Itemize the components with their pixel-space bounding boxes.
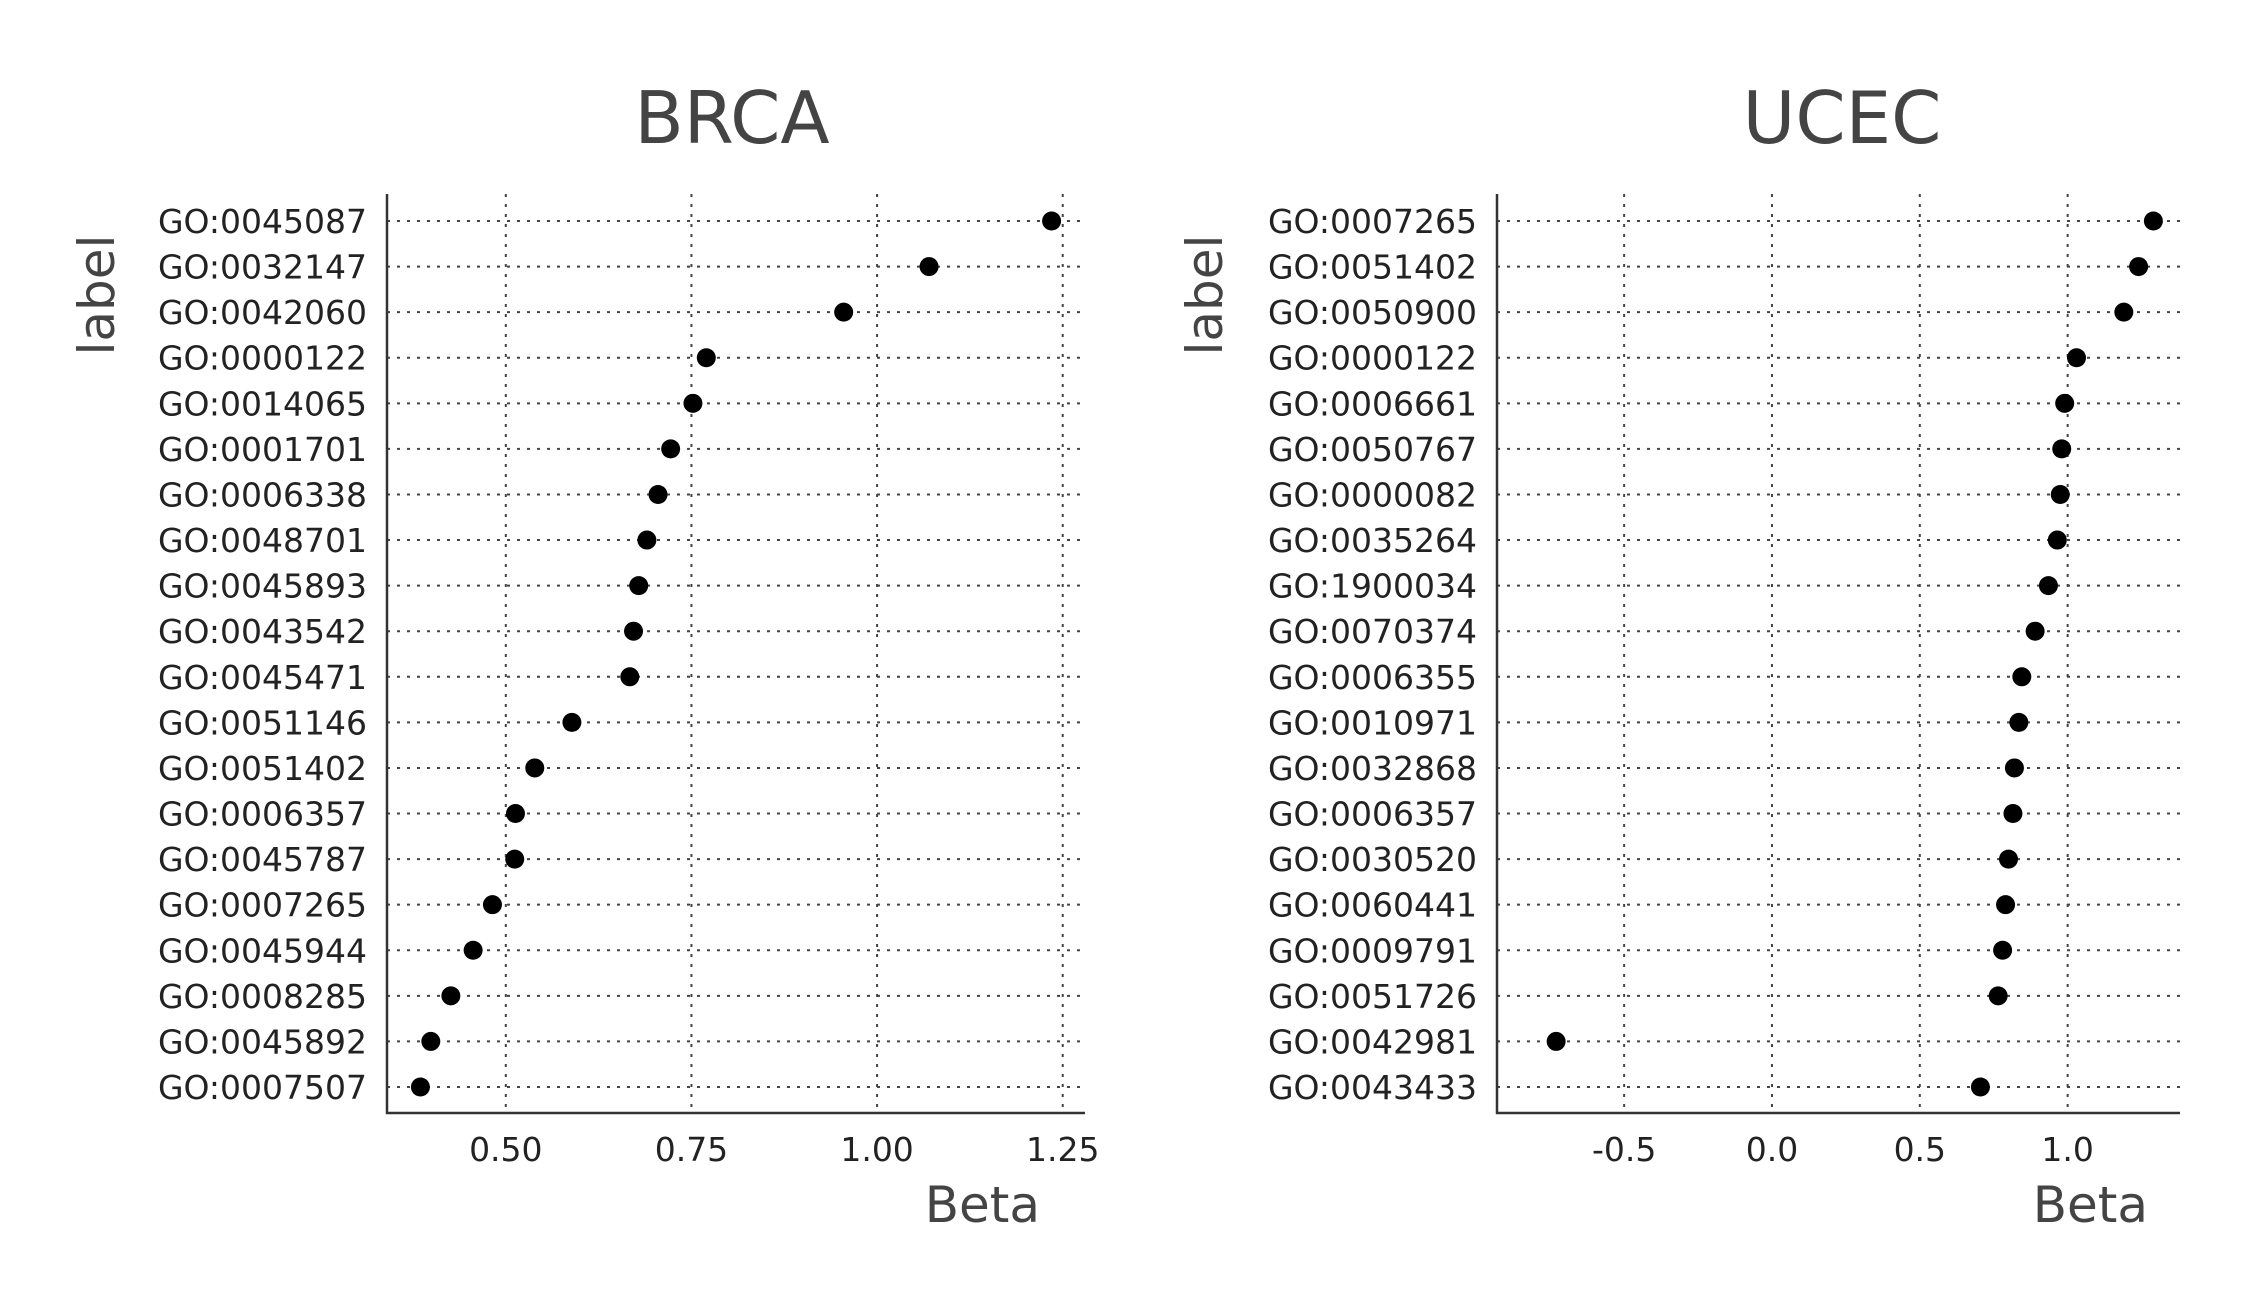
ucec-x-tick-label: 0.0 <box>1746 1130 1798 1169</box>
ucec-data-point <box>2025 621 2045 641</box>
brca-data-point <box>421 1031 441 1051</box>
brca-category-label: GO:0006338 <box>158 475 367 514</box>
brca-x-tick-label: 0.50 <box>469 1130 542 1169</box>
ucec-data-point <box>2050 484 2070 504</box>
brca-category-label: GO:0045944 <box>158 931 367 970</box>
brca-data-point <box>525 758 545 778</box>
brca-category-label: GO:0051402 <box>158 749 367 788</box>
ucec-category-label: GO:0032868 <box>1268 749 1477 788</box>
brca-category-label: GO:0051146 <box>158 703 367 742</box>
ucec-data-point <box>2047 530 2067 550</box>
ucec-data-point <box>2143 211 2163 231</box>
brca-category-label: GO:0007507 <box>158 1068 367 1107</box>
brca-category-label: GO:0045087 <box>158 202 367 241</box>
ucec-category-label: GO:0060441 <box>1268 886 1477 925</box>
brca-data-point <box>637 530 657 550</box>
ucec-category-label: GO:0051726 <box>1268 977 1477 1016</box>
brca-data-point <box>834 302 854 322</box>
brca-data-point <box>648 484 668 504</box>
ucec-category-label: GO:0006355 <box>1268 658 1477 697</box>
brca-data-point <box>696 348 716 368</box>
ucec-data-point <box>1999 849 2019 869</box>
ucec-data-point <box>1988 986 2008 1006</box>
ucec-title: UCEC <box>1743 76 1942 160</box>
brca-axes <box>385 194 1085 1115</box>
ucec-category-label: GO:0006357 <box>1268 795 1477 834</box>
brca-category-label: GO:0000122 <box>158 339 367 378</box>
ucec-category-label: GO:0000122 <box>1268 339 1477 378</box>
ucec-category-label: GO:0070374 <box>1268 612 1477 651</box>
brca-panel: BRCA label Beta GO:0045087 GO:0032147 GO:0… <box>68 76 1099 1234</box>
ucec-category-label: GO:0051402 <box>1268 248 1477 287</box>
ucec-category-label: GO:0009791 <box>1268 931 1477 970</box>
ucec-data-point <box>2114 302 2134 322</box>
brca-category-label: GO:0001701 <box>158 430 367 469</box>
ucec-category-label: GO:0050767 <box>1268 430 1477 469</box>
ucec-category-label: GO:0010971 <box>1268 703 1477 742</box>
brca-data-point <box>463 940 483 960</box>
brca-category-label: GO:0007265 <box>158 886 367 925</box>
ucec-category-label: GO:0043433 <box>1268 1068 1477 1107</box>
ucec-data-point <box>1970 1077 1990 1097</box>
ucec-data-point <box>2129 257 2149 277</box>
ucec-category-label: GO:0050900 <box>1268 293 1477 332</box>
ucec-category-label: GO:0006661 <box>1268 384 1477 423</box>
brca-category-label: GO:0045892 <box>158 1022 367 1061</box>
brca-data-point <box>562 712 582 732</box>
ucec-data-point <box>1993 940 2013 960</box>
brca-data-point <box>1042 211 1062 231</box>
ucec-y-axis-label: label <box>1176 235 1234 356</box>
brca-data-point <box>482 895 502 915</box>
brca-x-tick-label: 1.25 <box>1026 1130 1099 1169</box>
ucec-category-label: GO:0007265 <box>1268 202 1477 241</box>
brca-data-point <box>624 621 644 641</box>
ucec-data-point <box>1996 895 2016 915</box>
brca-x-axis-label: Beta <box>925 1176 1040 1234</box>
brca-category-label: GO:0014065 <box>158 384 367 423</box>
ucec-data-point <box>2067 348 2087 368</box>
brca-category-label: GO:0042060 <box>158 293 367 332</box>
ucec-data-point <box>2038 576 2058 596</box>
brca-category-label: GO:0006357 <box>158 795 367 834</box>
ucec-panel: UCEC label Beta GO:0007265 GO:0051402 GO:0… <box>1176 76 2180 1234</box>
ucec-data-point <box>2055 393 2075 413</box>
ucec-data-point <box>2003 804 2023 824</box>
ucec-data-point <box>2012 667 2032 687</box>
ucec-x-axis-label: Beta <box>2033 1176 2148 1234</box>
brca-category-label: GO:0048701 <box>158 521 367 560</box>
brca-category-label: GO:0045893 <box>158 567 367 606</box>
brca-category-label: GO:0032147 <box>158 248 367 287</box>
brca-data-point <box>683 393 703 413</box>
brca-data-point <box>919 257 939 277</box>
ucec-data-point <box>1546 1031 1566 1051</box>
brca-data-point <box>629 576 649 596</box>
brca-category-label: GO:0043542 <box>158 612 367 651</box>
brca-data-point <box>661 439 681 459</box>
brca-data-point <box>505 804 525 824</box>
brca-data-point <box>441 986 461 1006</box>
ucec-x-tick-label: 0.5 <box>1894 1130 1946 1169</box>
brca-x-tick-label: 0.75 <box>655 1130 728 1169</box>
brca-category-label: GO:0045471 <box>158 658 367 697</box>
ucec-data-point <box>2004 758 2024 778</box>
brca-data-point <box>410 1077 430 1097</box>
ucec-category-label: GO:1900034 <box>1268 567 1477 606</box>
brca-data-point <box>620 667 640 687</box>
brca-data-point <box>505 849 525 869</box>
ucec-category-label: GO:0030520 <box>1268 840 1477 879</box>
ucec-x-tick-label: -0.5 <box>1592 1130 1656 1169</box>
brca-category-label: GO:0008285 <box>158 977 367 1016</box>
brca-title: BRCA <box>634 76 829 160</box>
ucec-category-label: GO:0042981 <box>1268 1022 1477 1061</box>
brca-x-tick-label: 1.00 <box>840 1130 913 1169</box>
ucec-data-point <box>2052 439 2072 459</box>
brca-y-axis-label: label <box>68 235 126 356</box>
brca-category-label: GO:0045787 <box>158 840 367 879</box>
ucec-category-label: GO:0035264 <box>1268 521 1477 560</box>
ucec-category-label: GO:0000082 <box>1268 475 1477 514</box>
ucec-axes <box>1495 194 2180 1115</box>
ucec-x-tick-label: 1.0 <box>2041 1130 2093 1169</box>
ucec-data-point <box>2009 712 2029 732</box>
